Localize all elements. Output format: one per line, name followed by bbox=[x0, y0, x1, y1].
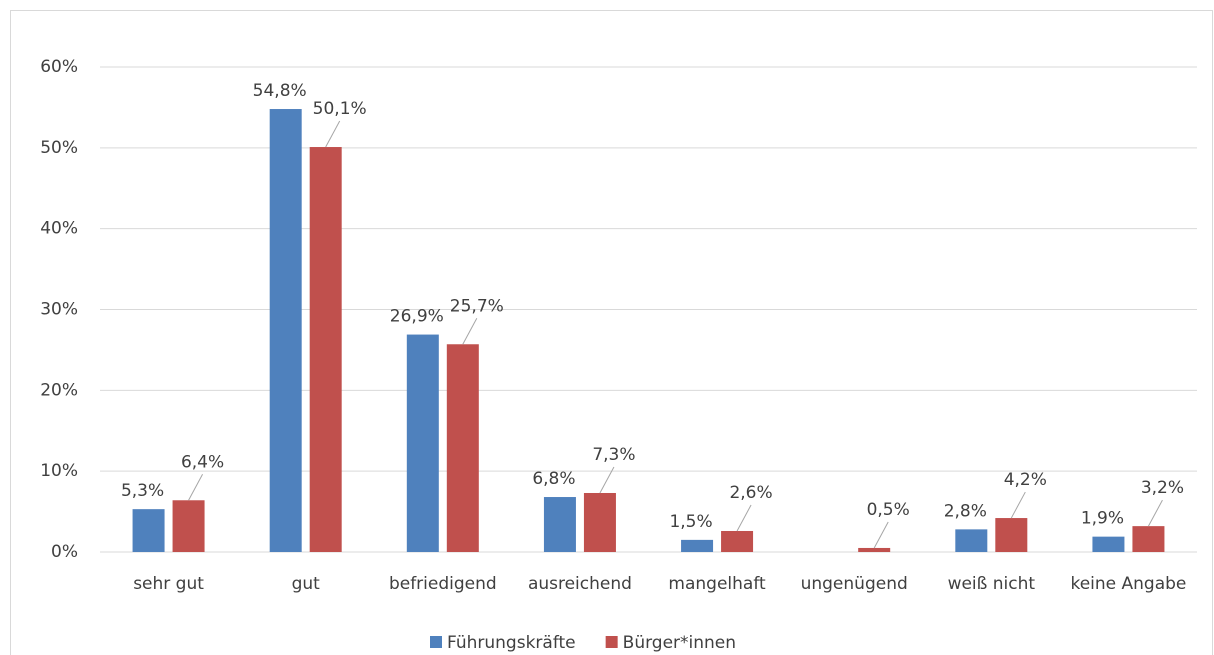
legend-swatch bbox=[605, 636, 618, 648]
x-tick-label: mangelhaft bbox=[668, 574, 766, 594]
bar bbox=[309, 147, 342, 552]
legend-label: Führungskräfte bbox=[447, 633, 576, 653]
bar bbox=[543, 497, 576, 552]
y-tick-label: 10% bbox=[40, 461, 78, 481]
x-tick-label: ausreichend bbox=[528, 574, 632, 594]
data-label: 5,3% bbox=[121, 481, 164, 501]
leader-line bbox=[599, 466, 615, 494]
chart-border bbox=[10, 10, 1213, 655]
x-tick-label: keine Angabe bbox=[1070, 574, 1186, 594]
data-label: 54,8% bbox=[253, 81, 307, 101]
data-label: 2,6% bbox=[729, 483, 772, 503]
y-tick-label: 30% bbox=[40, 300, 78, 320]
bar bbox=[995, 518, 1028, 552]
bar bbox=[681, 539, 714, 552]
x-tick-label: befriedigend bbox=[389, 574, 497, 594]
bar bbox=[269, 109, 302, 553]
bar bbox=[1132, 526, 1165, 552]
bar bbox=[583, 492, 616, 552]
bar bbox=[172, 500, 205, 552]
data-label: 4,2% bbox=[1004, 470, 1047, 490]
leader-line bbox=[325, 120, 341, 148]
data-label: 6,8% bbox=[532, 469, 575, 489]
data-label: 3,2% bbox=[1141, 478, 1184, 498]
legend-label: Bürger*innen bbox=[623, 633, 736, 653]
leader-line bbox=[736, 504, 752, 532]
data-label: 1,9% bbox=[1081, 509, 1124, 529]
x-tick-label: ungenügend bbox=[801, 574, 908, 594]
bar bbox=[132, 509, 165, 552]
leader-line bbox=[1010, 491, 1026, 519]
data-label: 2,8% bbox=[944, 501, 987, 521]
x-tick-label: sehr gut bbox=[133, 574, 204, 594]
y-tick-label: 0% bbox=[51, 542, 78, 562]
x-tick-label: gut bbox=[292, 574, 321, 594]
data-label: 50,1% bbox=[313, 99, 367, 119]
data-label: 26,9% bbox=[390, 307, 444, 327]
leader-line bbox=[1147, 499, 1163, 527]
bar bbox=[446, 344, 479, 552]
data-label: 7,3% bbox=[592, 445, 635, 465]
y-tick-label: 40% bbox=[40, 219, 78, 239]
leader-line bbox=[873, 521, 889, 549]
bar bbox=[406, 334, 439, 552]
leader-line bbox=[462, 318, 478, 345]
bar bbox=[955, 529, 988, 552]
data-label: 1,5% bbox=[669, 512, 712, 532]
y-tick-label: 20% bbox=[40, 380, 78, 400]
y-tick-label: 50% bbox=[40, 138, 78, 158]
data-label: 0,5% bbox=[867, 500, 910, 520]
leader-line bbox=[188, 474, 204, 501]
x-tick-label: weiß nicht bbox=[948, 574, 1036, 594]
bar bbox=[721, 530, 754, 552]
bar bbox=[1092, 536, 1125, 552]
bar bbox=[858, 547, 891, 552]
y-tick-label: 60% bbox=[40, 57, 78, 77]
legend-swatch bbox=[430, 636, 442, 648]
data-label: 6,4% bbox=[181, 452, 224, 472]
data-label: 25,7% bbox=[450, 296, 504, 316]
